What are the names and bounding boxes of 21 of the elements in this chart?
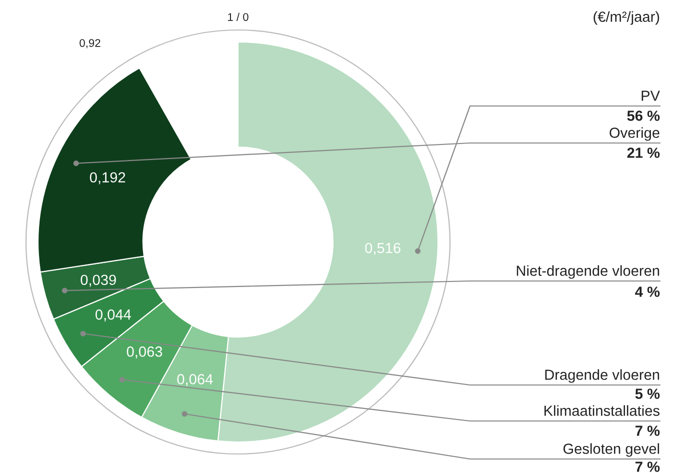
data-label: 0,039 bbox=[80, 274, 116, 287]
text: 1 / 0 bbox=[228, 12, 248, 21]
text: 5 % bbox=[635, 388, 660, 399]
text: 4 % bbox=[635, 286, 660, 297]
data-label: 0,044 bbox=[96, 309, 132, 322]
text: 21 % bbox=[627, 148, 660, 158]
text: 7 % bbox=[636, 462, 660, 472]
data-label: 0,064 bbox=[177, 374, 213, 386]
slice-label: Klimaatinstallaties bbox=[544, 405, 660, 416]
slice-label: Dragende vloeren bbox=[545, 369, 660, 383]
data-label: 0,516 bbox=[365, 242, 400, 255]
text: 56 % bbox=[627, 110, 660, 121]
slice-label: Overige bbox=[610, 127, 660, 141]
slice-label: Niet-dragende vloeren bbox=[516, 265, 660, 279]
text: 7 % bbox=[636, 426, 660, 436]
text: 0,92 bbox=[80, 39, 100, 48]
text: (€/m²/jaar) bbox=[594, 11, 660, 25]
data-label: 0,192 bbox=[90, 172, 126, 184]
slice-label: Gesloten gevel bbox=[563, 443, 660, 457]
data-label: 0,063 bbox=[126, 346, 162, 358]
slice-label: PV bbox=[642, 90, 660, 101]
